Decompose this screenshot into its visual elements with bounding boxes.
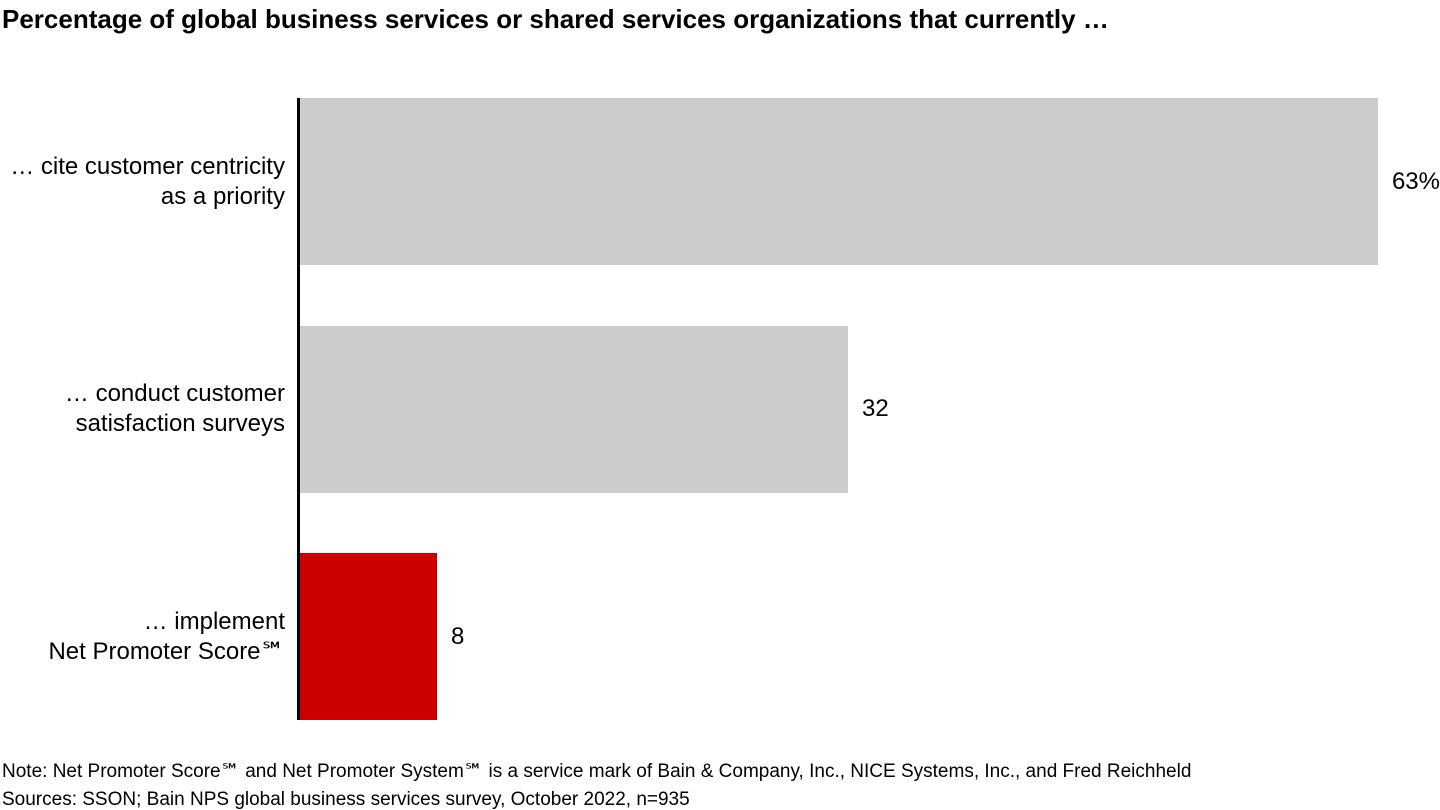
note-text: Note: Net Promoter Score℠ and Net Promot… [2, 761, 1192, 782]
bar-chart: … cite customer centricity as a priority… [0, 98, 1440, 720]
category-label: … conduct customer satisfaction surveys [64, 380, 285, 437]
y-axis-line [297, 98, 300, 720]
bar-row: … cite customer centricity as a priority… [0, 98, 1440, 265]
bar-rows: … cite customer centricity as a priority… [0, 98, 1440, 720]
value-label: 8 [451, 622, 465, 650]
value-label: 32 [862, 395, 889, 422]
category-label: … implement Net Promoter Score℠ [48, 607, 285, 665]
footnotes: Note: Net Promoter Score℠ and Net Promot… [2, 758, 1191, 810]
bar-row: … conduct customer satisfaction surveys 3… [0, 325, 1440, 493]
bar [300, 325, 848, 493]
bar-row: … implement Net Promoter Score℠ 8 [0, 553, 1440, 720]
sources-text: Sources: SSON; Bain NPS global business … [2, 789, 690, 810]
bar-track: 32 [300, 325, 1440, 493]
bar [300, 553, 437, 720]
chart-title: Percentage of global business services o… [2, 4, 1109, 34]
value-label: 63% [1391, 167, 1440, 195]
bar-track: 8 [300, 553, 1440, 720]
bar [299, 98, 1378, 265]
bar-track: 63% [299, 98, 1440, 265]
category-label: … cite customer centricity as a priority [10, 152, 285, 210]
